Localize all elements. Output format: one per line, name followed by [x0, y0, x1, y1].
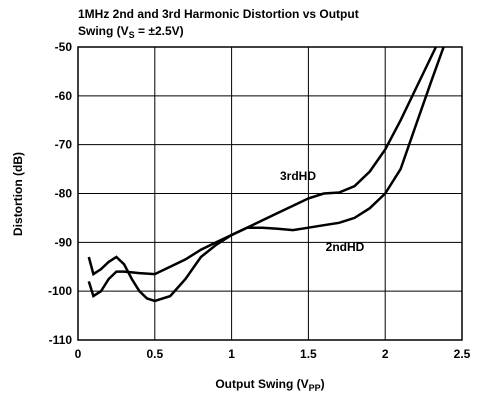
- series-label: 3rdHD: [280, 169, 316, 183]
- xlabel-part: Output Swing (V: [215, 377, 308, 391]
- title-line: 1MHz 2nd and 3rd Harmonic Distortion vs …: [78, 7, 359, 21]
- y-tick-label: -110: [49, 333, 73, 347]
- x-axis-label: Output Swing (VPP): [215, 377, 324, 393]
- series-line: [87, 46, 445, 303]
- series-label: 2ndHD: [326, 240, 365, 254]
- y-tick-label: -80: [55, 187, 73, 201]
- title-sub: S: [129, 30, 135, 40]
- title-part: = ±2.5V): [135, 24, 184, 38]
- xlabel-part: ): [321, 377, 325, 391]
- x-tick-label: 0: [75, 347, 82, 361]
- y-tick-label: -50: [55, 40, 73, 54]
- y-tick-label: -60: [55, 89, 73, 103]
- chart-title: 1MHz 2nd and 3rd Harmonic Distortion vs …: [78, 7, 359, 21]
- y-axis-label: Distortion (dB): [11, 152, 25, 236]
- chart-title: Swing (VS = ±2.5V): [78, 24, 184, 40]
- y-tick-label: -90: [55, 235, 73, 249]
- x-tick-label: 2: [382, 347, 389, 361]
- x-tick-label: 2.5: [454, 347, 471, 361]
- x-tick-label: 0.5: [146, 347, 163, 361]
- x-tick-label: 1: [228, 347, 235, 361]
- xlabel-sub: PP: [309, 383, 321, 393]
- title-part: Swing (V: [78, 24, 129, 38]
- y-tick-label: -100: [48, 284, 72, 298]
- series-line: [87, 46, 438, 299]
- x-tick-label: 1.5: [300, 347, 317, 361]
- y-tick-label: -70: [55, 138, 73, 152]
